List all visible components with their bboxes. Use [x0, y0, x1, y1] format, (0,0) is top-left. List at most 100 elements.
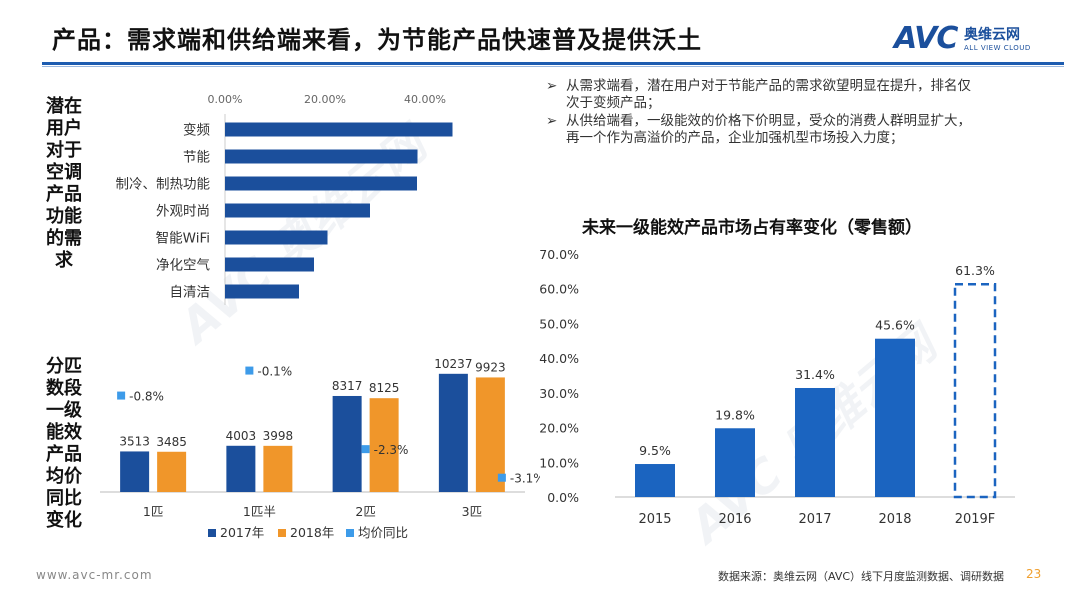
price-by-capacity-chart: 3513 3485 -0.8% 1匹 4003 3998 -0.1% 1匹半 8317 8125 -…	[100, 357, 540, 540]
data-label: 61.3%	[955, 263, 995, 278]
category-label: 外观时尚	[156, 204, 210, 220]
bullet-supply: ➢ 从供给端看，一级能效的价格下价明显，受众的消费人群明显扩大，再一个作为高溢价…	[546, 113, 976, 147]
side-label-char: 产品	[46, 184, 82, 205]
page-number: 23	[1026, 567, 1042, 581]
category-label: 2016	[718, 512, 751, 527]
side-label-char: 的需	[46, 228, 82, 249]
bar	[635, 464, 675, 497]
market-share-chart: 0.0% 10.0% 20.0% 30.0% 40.0% 50.0% 60.0% 70.0% 9…	[539, 247, 1015, 527]
bar	[120, 451, 150, 492]
category-label: 2018	[878, 512, 911, 527]
side-label-char: 变化	[46, 510, 82, 531]
side-label-demand: 潜在 用户 对于 空调 产品 功能 的需求	[40, 96, 88, 272]
bar	[875, 338, 915, 497]
bar	[225, 230, 328, 245]
category-label: 制冷、制热功能	[116, 177, 211, 193]
marker-label: -2.3%	[374, 443, 409, 457]
legend-label: 2017年	[220, 525, 264, 540]
side-label-char: 能效	[46, 422, 82, 443]
category-label: 2019F	[955, 512, 996, 527]
logo-avc-text: AVC	[894, 21, 958, 56]
data-source: 数据来源：奥维云网（AVC）线下月度监测数据、调研数据	[718, 570, 1005, 583]
legend-swatch	[208, 529, 216, 537]
bar	[795, 387, 835, 497]
data-label: 3513	[119, 434, 150, 448]
y-tick-label: 30.0%	[539, 386, 579, 401]
bar	[475, 377, 505, 492]
bullet-text: 从供给端看，一级能效的价格下价明显，受众的消费人群明显扩大，再一个作为高溢价的产…	[566, 113, 971, 146]
side-label-char: 对于	[46, 140, 82, 161]
side-label-char: 一级	[46, 400, 82, 421]
x-tick-label: 0.00%	[208, 93, 243, 106]
category-label: 2匹	[355, 504, 375, 519]
arrow-icon: ➢	[546, 113, 558, 129]
bar	[332, 395, 362, 492]
category-label: 节能	[183, 150, 210, 166]
data-label: 3485	[156, 435, 187, 449]
header-divider-thin	[42, 66, 1064, 67]
side-label-char: 空调	[46, 162, 82, 183]
category-label: 自清洁	[170, 285, 211, 301]
bar	[715, 428, 755, 497]
data-label: 31.4%	[795, 367, 835, 382]
data-label: 9.5%	[639, 443, 671, 458]
category-label: 2015	[638, 512, 671, 527]
side-label-char: 产品	[46, 444, 82, 465]
insight-bullets: ➢ 从需求端看，潜在用户对于节能产品的需求欲望明显在提升，排名仅次于变频产品； …	[546, 78, 976, 148]
bar	[225, 203, 370, 218]
legend-label: 2018年	[290, 525, 334, 540]
bar	[369, 398, 399, 492]
category-label: 净化空气	[156, 258, 210, 274]
marker	[497, 473, 506, 482]
data-label: 8317	[332, 379, 363, 393]
bar	[225, 257, 314, 272]
bar	[225, 122, 453, 137]
marker	[117, 391, 126, 400]
y-tick-label: 0.0%	[547, 490, 579, 505]
category-label: 3匹	[462, 504, 482, 519]
legend-swatch	[346, 529, 354, 537]
category-label: 智能WiFi	[156, 231, 210, 247]
arrow-icon: ➢	[546, 78, 558, 94]
y-tick-label: 70.0%	[539, 247, 579, 262]
data-label: 9923	[475, 360, 506, 374]
bar	[157, 451, 187, 492]
side-label-char: 功能	[46, 206, 82, 227]
bar-forecast	[953, 282, 997, 499]
side-label-char: 同比	[46, 488, 82, 509]
marker	[245, 366, 254, 375]
data-label: 10237	[434, 357, 472, 371]
category-label: 1匹	[143, 504, 163, 519]
marker	[361, 445, 370, 454]
header-divider	[42, 62, 1064, 65]
data-label: 3998	[263, 429, 294, 443]
y-tick-label: 60.0%	[539, 282, 579, 297]
x-tick-label: 40.00%	[404, 93, 446, 106]
y-tick-label: 20.0%	[539, 421, 579, 436]
footer-url[interactable]: www.avc-mr.com	[36, 568, 153, 582]
bar	[226, 445, 256, 492]
category-label: 变频	[183, 123, 210, 139]
y-tick-label: 50.0%	[539, 316, 579, 331]
logo-en-text: ALL VIEW CLOUD	[964, 44, 1031, 52]
category-label: 2017	[798, 512, 831, 527]
side-label-char: 数段	[46, 378, 82, 399]
chart-title: 未来一级能效产品市场占有率变化（零售额）	[582, 218, 922, 238]
marker-label: -3.1%	[510, 472, 540, 486]
data-label: 19.8%	[715, 407, 755, 422]
bar	[225, 284, 299, 299]
logo-cn-text: 奥维云网	[964, 27, 1020, 43]
side-label-char: 分匹	[46, 356, 82, 377]
side-label-char: 均价	[46, 466, 82, 487]
legend-swatch	[278, 529, 286, 537]
bullet-text: 从需求端看，潜在用户对于节能产品的需求欲望明显在提升，排名仅次于变频产品；	[566, 78, 971, 111]
y-tick-label: 40.0%	[539, 351, 579, 366]
marker-label: -0.1%	[257, 365, 292, 379]
marker-label: -0.8%	[129, 390, 164, 404]
legend-label: 均价同比	[358, 525, 408, 540]
bar	[225, 176, 417, 191]
side-label-char: 用户	[46, 118, 82, 139]
bullet-demand: ➢ 从需求端看，潜在用户对于节能产品的需求欲望明显在提升，排名仅次于变频产品；	[546, 78, 976, 112]
data-label: 8125	[369, 381, 400, 395]
